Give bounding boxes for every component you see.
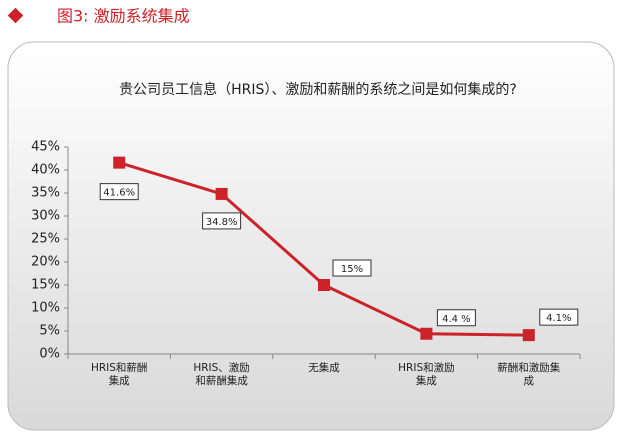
data-label: 41.6% bbox=[103, 188, 135, 199]
data-label-box bbox=[99, 183, 139, 201]
y-tick-label: 45% bbox=[31, 140, 60, 155]
y-tick-label: 25% bbox=[31, 232, 60, 247]
marker bbox=[113, 156, 126, 169]
data-label-box bbox=[202, 212, 242, 230]
y-tick-label: 30% bbox=[31, 209, 60, 224]
y-tick-label: 0% bbox=[39, 347, 60, 362]
data-label-box bbox=[539, 308, 579, 326]
x-tick-label: 薪酬和激励集成 bbox=[497, 362, 561, 387]
data-label-box bbox=[332, 259, 372, 277]
marker bbox=[420, 327, 433, 340]
y-tick-label: 15% bbox=[31, 278, 60, 293]
x-tick-label: HRIS和激励集成 bbox=[398, 362, 455, 387]
y-tick-label: 20% bbox=[31, 255, 60, 270]
data-label: 4.4 % bbox=[442, 314, 471, 325]
y-tick-label: 5% bbox=[39, 324, 60, 339]
marker bbox=[318, 279, 330, 291]
x-tick-label: 无集成 bbox=[308, 362, 340, 374]
chart-title: 贵公司员工信息（HRIS）、激励和薪酬的系统之间是如何集成的? bbox=[119, 81, 517, 98]
x-tick-label: HRIS和薪酬集成 bbox=[90, 362, 148, 387]
y-tick-label: 10% bbox=[31, 301, 60, 316]
data-label: 34.8% bbox=[206, 217, 238, 228]
page-title: 图3: 激励系统集成 bbox=[57, 7, 190, 26]
data-label-box bbox=[436, 309, 476, 327]
data-label: 4.1% bbox=[546, 313, 571, 324]
data-label: 15% bbox=[341, 264, 363, 275]
marker bbox=[215, 187, 228, 200]
y-tick-label: 35% bbox=[31, 186, 60, 201]
header-icon bbox=[7, 7, 24, 24]
y-tick-label: 40% bbox=[31, 163, 60, 178]
x-tick-label: HRIS、激励和薪酬集成 bbox=[193, 362, 250, 387]
marker bbox=[522, 329, 535, 342]
